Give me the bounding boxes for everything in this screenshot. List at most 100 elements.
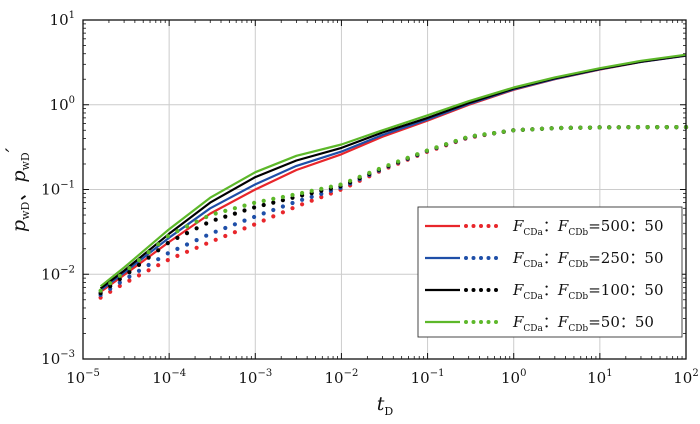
derivative-point — [184, 242, 190, 247]
legend-dot-swatch — [471, 224, 476, 228]
derivative-point — [453, 138, 458, 144]
derivative-point — [319, 186, 324, 191]
derivative-point — [444, 142, 449, 147]
derivative-point — [271, 214, 276, 219]
tick-marks — [82, 19, 687, 360]
derivative-point — [165, 234, 170, 239]
derivative-point — [261, 202, 266, 208]
derivative-point — [348, 178, 353, 183]
y-tick-label: 100 — [50, 95, 75, 114]
derivative-point — [252, 222, 257, 227]
x-tick-labels: 10−5 10−4 10−3 10−2 10−1 100 101 102 — [66, 368, 699, 387]
derivative-point — [175, 229, 180, 234]
y-tick-label: 10−1 — [41, 180, 75, 199]
derivative-point — [194, 245, 199, 250]
derivative-point — [146, 262, 151, 268]
derivative-point — [280, 204, 285, 209]
derivative-point — [242, 208, 247, 213]
derivative-point — [175, 235, 180, 240]
legend-dot-swatch — [494, 224, 498, 228]
derivative-point — [492, 131, 497, 136]
derivative-point — [204, 241, 209, 246]
derivative-point — [396, 159, 401, 164]
derivative-point — [501, 129, 506, 134]
legend-item-fcda-fcdb-50-50: FCDa：FCDb=50：50 — [425, 313, 654, 334]
derivative-point — [463, 135, 468, 140]
legend-dot-swatch — [479, 256, 483, 260]
derivative-point — [635, 125, 641, 130]
derivative-point — [117, 283, 122, 289]
legend-dot-swatch — [464, 224, 468, 228]
derivative-point — [300, 190, 305, 196]
y-tick-label: 10−2 — [41, 264, 75, 283]
derivative-point — [597, 125, 602, 130]
derivative-point — [271, 207, 276, 213]
pwd-line-fcda-fcdb-50-50 — [99, 53, 687, 288]
derivative-point — [136, 273, 142, 278]
derivative-point — [568, 125, 573, 130]
derivative-point — [194, 219, 199, 224]
derivative-point — [98, 288, 103, 293]
derivative-point — [511, 128, 516, 133]
derivative-point — [252, 205, 257, 210]
derivative-point — [156, 257, 161, 262]
derivative-point — [232, 211, 237, 216]
legend-label: FCDa：FCDb=50：50 — [512, 313, 654, 334]
legend-dot-swatch — [494, 288, 498, 292]
derivative-point — [146, 250, 151, 255]
derivative-point — [261, 198, 266, 203]
derivative-point — [290, 200, 295, 206]
derivative-point — [146, 255, 151, 260]
derivative-point — [108, 281, 113, 286]
derivative-point — [290, 192, 295, 198]
derivative-point — [194, 238, 199, 243]
derivative-point — [175, 246, 180, 251]
legend-dot-swatch — [464, 256, 468, 260]
derivative-point — [674, 125, 679, 130]
derivative-point — [223, 225, 228, 231]
derivative-point — [252, 214, 257, 220]
derivative-point — [223, 233, 228, 239]
derivative-point — [232, 222, 237, 227]
legend-label: FCDa：FCDb=100：50 — [512, 281, 664, 302]
derivative-point — [117, 277, 122, 282]
legend-dot-swatch — [471, 288, 476, 292]
x-tick-label: 10−2 — [325, 368, 359, 387]
legend-dot-swatch — [494, 256, 498, 260]
derivative-point — [357, 174, 362, 179]
derivative-point — [559, 125, 564, 131]
derivative-point — [136, 262, 142, 267]
derivative-point — [261, 211, 266, 216]
legend-dot-swatch — [486, 256, 491, 260]
derivative-point — [242, 226, 247, 231]
derivative-point — [204, 233, 209, 238]
derivative-point — [204, 221, 209, 226]
derivative-point — [578, 125, 583, 130]
derivative-point — [415, 152, 420, 157]
derivative-point — [300, 197, 305, 202]
legend-dot-swatch — [471, 320, 476, 324]
derivative-point — [367, 170, 372, 175]
derivative-point — [184, 231, 190, 236]
derivative-point — [328, 184, 333, 189]
x-tick-label: 101 — [587, 368, 612, 387]
derivative-point — [539, 126, 545, 131]
y-tick-labels: 10−3 10−2 10−1 100 101 — [41, 10, 75, 368]
derivative-point — [127, 274, 132, 279]
x-tick-label: 10−1 — [411, 368, 445, 387]
legend-dot-swatch — [464, 320, 468, 324]
derivative-point — [136, 268, 142, 273]
legend-dot-swatch — [479, 224, 483, 228]
legend-box — [417, 206, 683, 338]
legend-dot-swatch — [464, 288, 468, 292]
derivative-point — [472, 133, 477, 138]
derivative-point — [108, 284, 113, 289]
legend: FCDa：FCDb=500：50 FCDa：FCDb=250：50 FCDa：FCD… — [417, 206, 683, 338]
legend-label: FCDa：FCDb=250：50 — [512, 249, 664, 270]
derivative-point — [309, 194, 314, 199]
derivative-point — [194, 226, 199, 231]
legend-dot-swatch — [479, 288, 483, 292]
derivative-point — [156, 248, 161, 253]
pwd-derivative-fcda-fcdb-50-50 — [98, 125, 689, 293]
derivative-point — [309, 188, 314, 193]
